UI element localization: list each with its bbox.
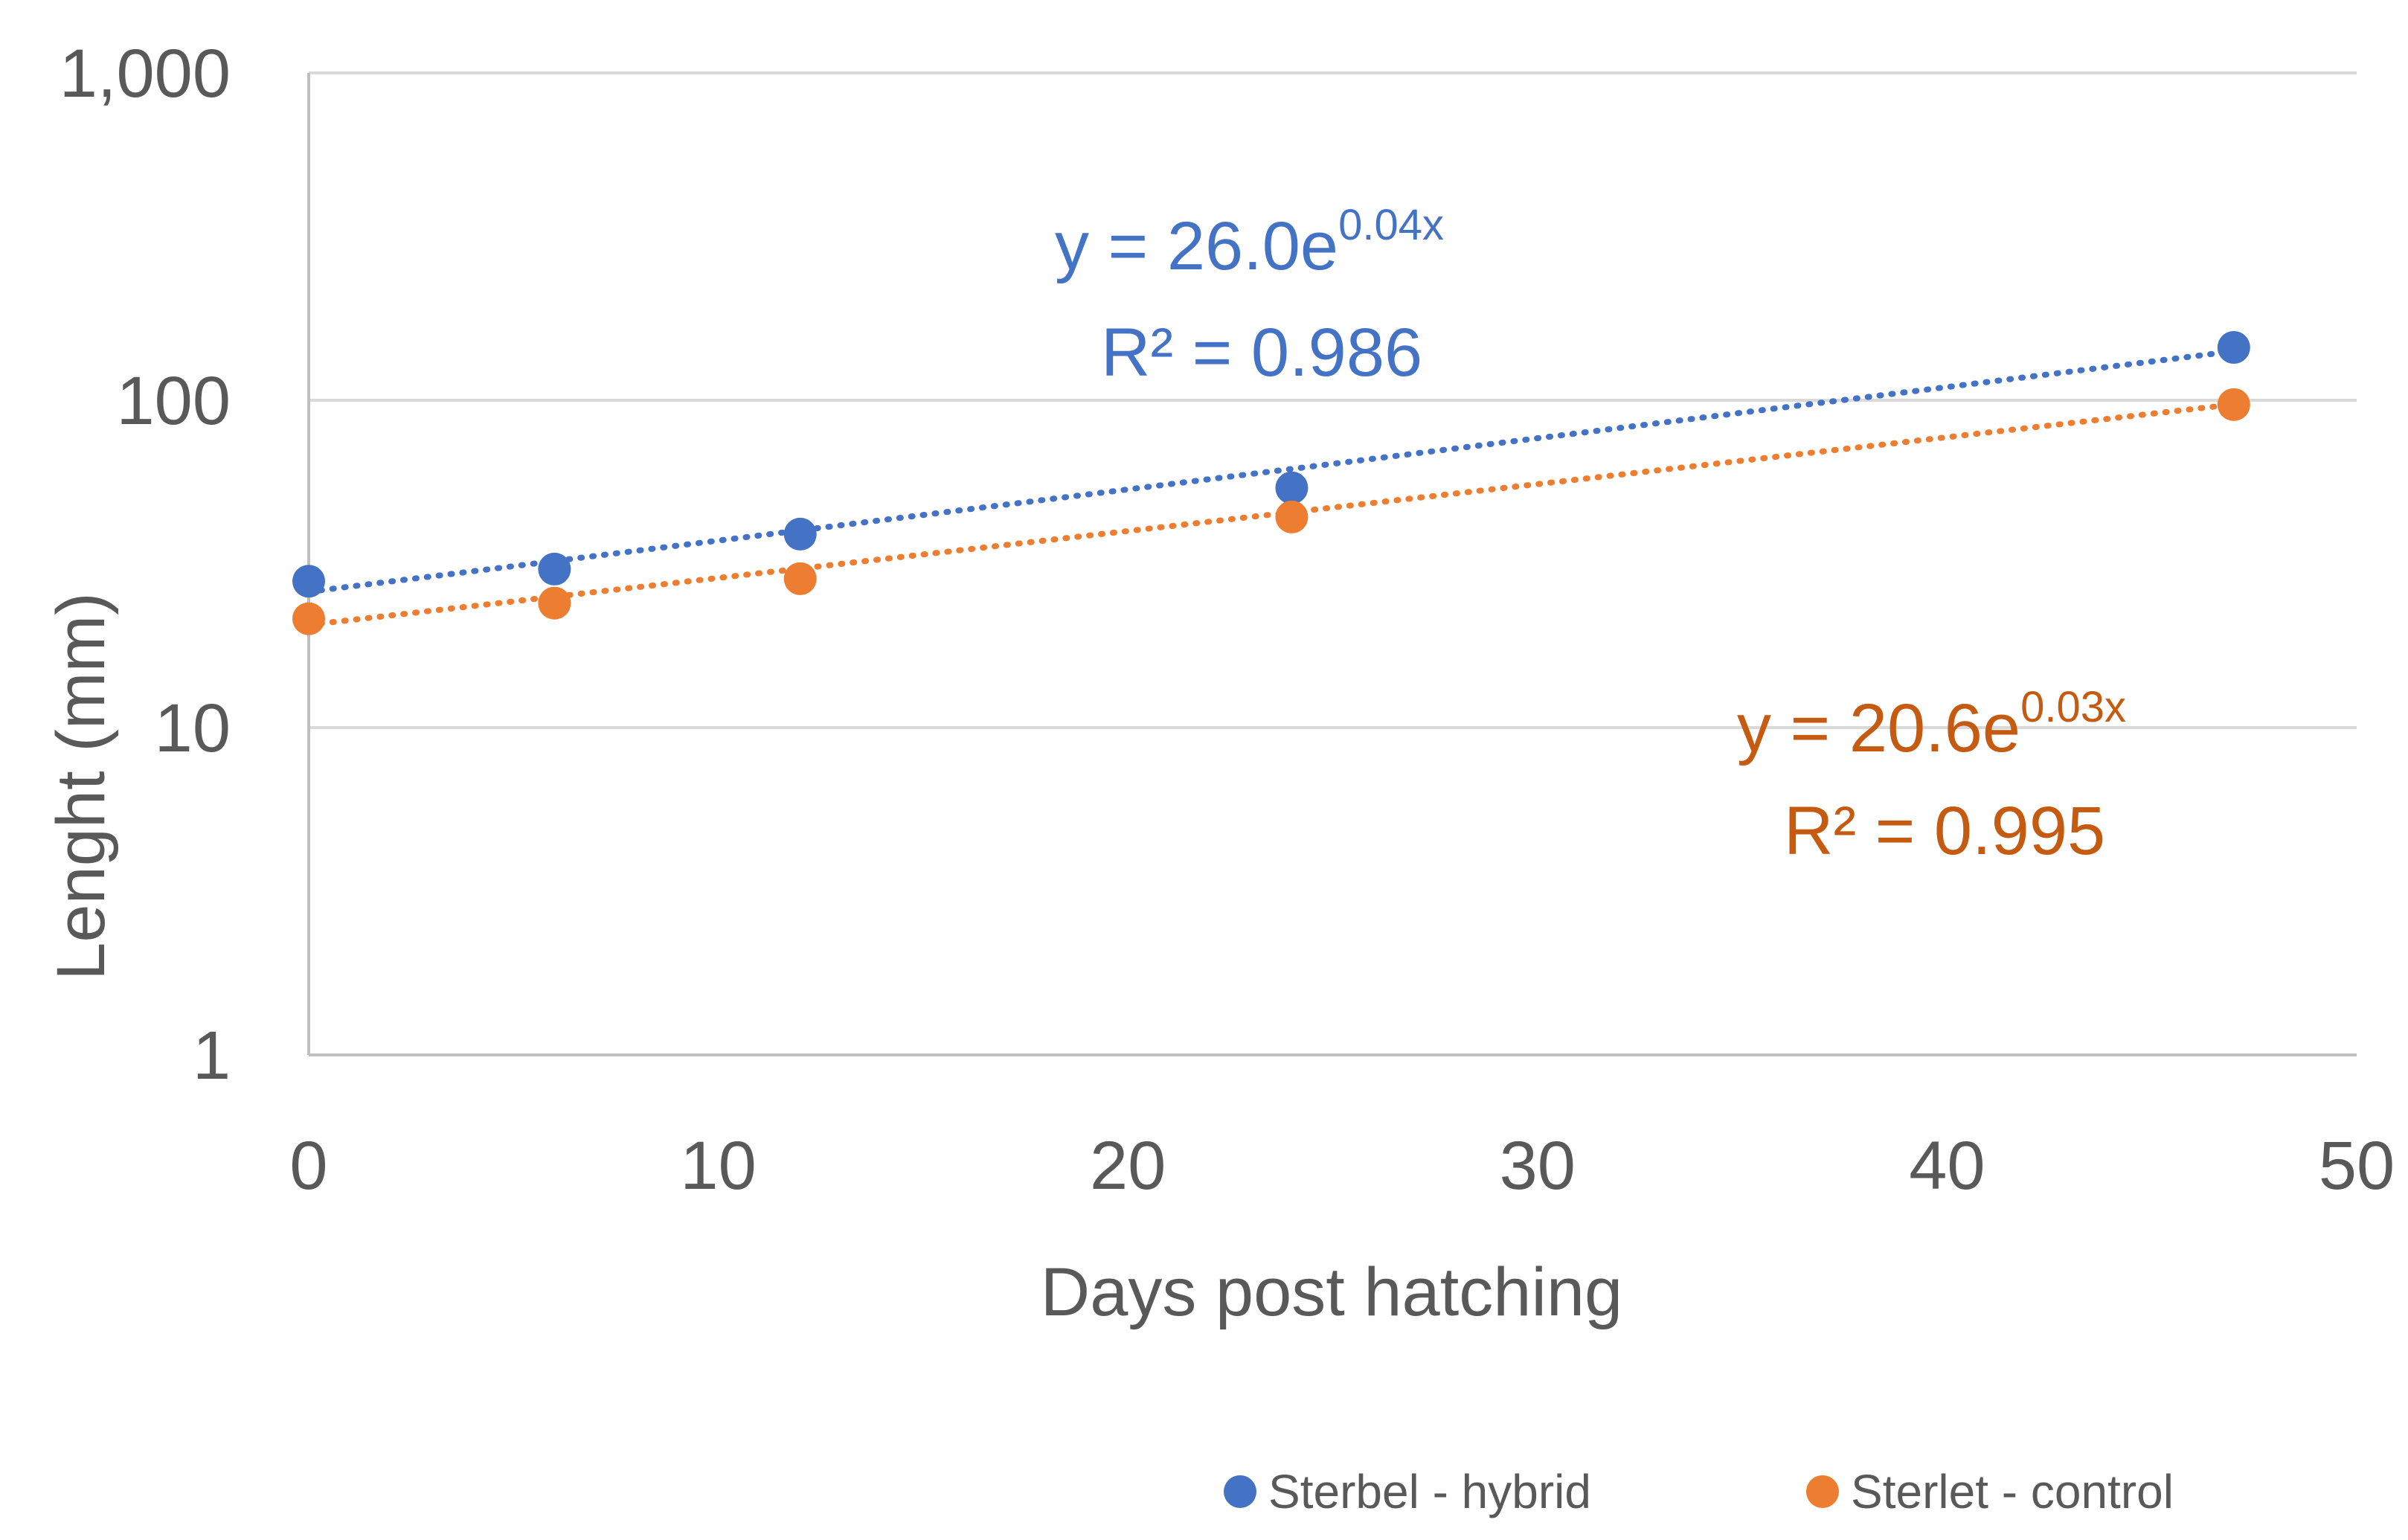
point-control xyxy=(292,602,325,635)
equation-hybrid-main: y = 26.0e xyxy=(1055,208,1338,284)
x-tick-label: 20 xyxy=(1090,1128,1166,1204)
equation-control-main: y = 20.6e xyxy=(1737,690,2020,766)
equation-control: y = 20.6e0.03x R² = 0.995 xyxy=(1737,683,2126,869)
gridlines xyxy=(309,71,2357,729)
equation-control-exponent: 0.03x xyxy=(2020,683,2126,731)
point-control xyxy=(2217,388,2250,421)
trendline-hybrid xyxy=(306,348,2237,595)
data-points xyxy=(292,330,2250,635)
equation-hybrid-exponent: 0.04x xyxy=(1338,201,1444,249)
point-hybrid xyxy=(292,565,325,598)
axes xyxy=(307,73,2357,1056)
point-hybrid xyxy=(1275,471,1309,504)
x-axis-title: Days post hatching xyxy=(1041,1254,1622,1330)
legend: Sterbel - hybrid Sterlet - control xyxy=(1224,1465,2174,1518)
point-control xyxy=(783,562,817,595)
x-tick-label: 0 xyxy=(289,1128,327,1204)
y-axis-title: Lenght (mm) xyxy=(43,592,119,981)
legend-marker-hybrid xyxy=(1224,1475,1256,1508)
point-control xyxy=(538,586,571,620)
trendline-control xyxy=(306,401,2237,628)
x-tick-label: 50 xyxy=(2319,1128,2395,1204)
legend-label-hybrid: Sterbel - hybrid xyxy=(1268,1465,1591,1518)
point-control xyxy=(1275,500,1309,533)
legend-marker-control xyxy=(1806,1475,1839,1508)
equation-hybrid-r2: R² = 0.986 xyxy=(1101,315,1422,391)
x-tick-label: 40 xyxy=(1909,1128,1985,1204)
equation-hybrid: y = 26.0e0.04x R² = 0.986 xyxy=(1055,201,1444,391)
y-tick-label: 1,000 xyxy=(60,36,231,112)
y-tick-label: 1 xyxy=(193,1018,231,1094)
tick-labels: 1 10 100 1,000 0 10 20 30 40 50 xyxy=(60,36,2395,1204)
equation-control-formula: y = 20.6e0.03x xyxy=(1737,683,2126,766)
trendlines xyxy=(306,348,2237,628)
equation-control-r2: R² = 0.995 xyxy=(1784,793,2105,869)
equation-hybrid-formula: y = 26.0e0.04x xyxy=(1055,201,1444,284)
legend-label-control: Sterlet - control xyxy=(1851,1465,2174,1518)
x-tick-label: 10 xyxy=(680,1128,756,1204)
point-hybrid xyxy=(538,552,571,585)
y-tick-label: 100 xyxy=(117,363,231,439)
point-hybrid xyxy=(783,517,817,551)
x-tick-label: 30 xyxy=(1500,1128,1576,1204)
y-tick-label: 10 xyxy=(155,690,231,766)
point-hybrid xyxy=(2217,330,2250,364)
